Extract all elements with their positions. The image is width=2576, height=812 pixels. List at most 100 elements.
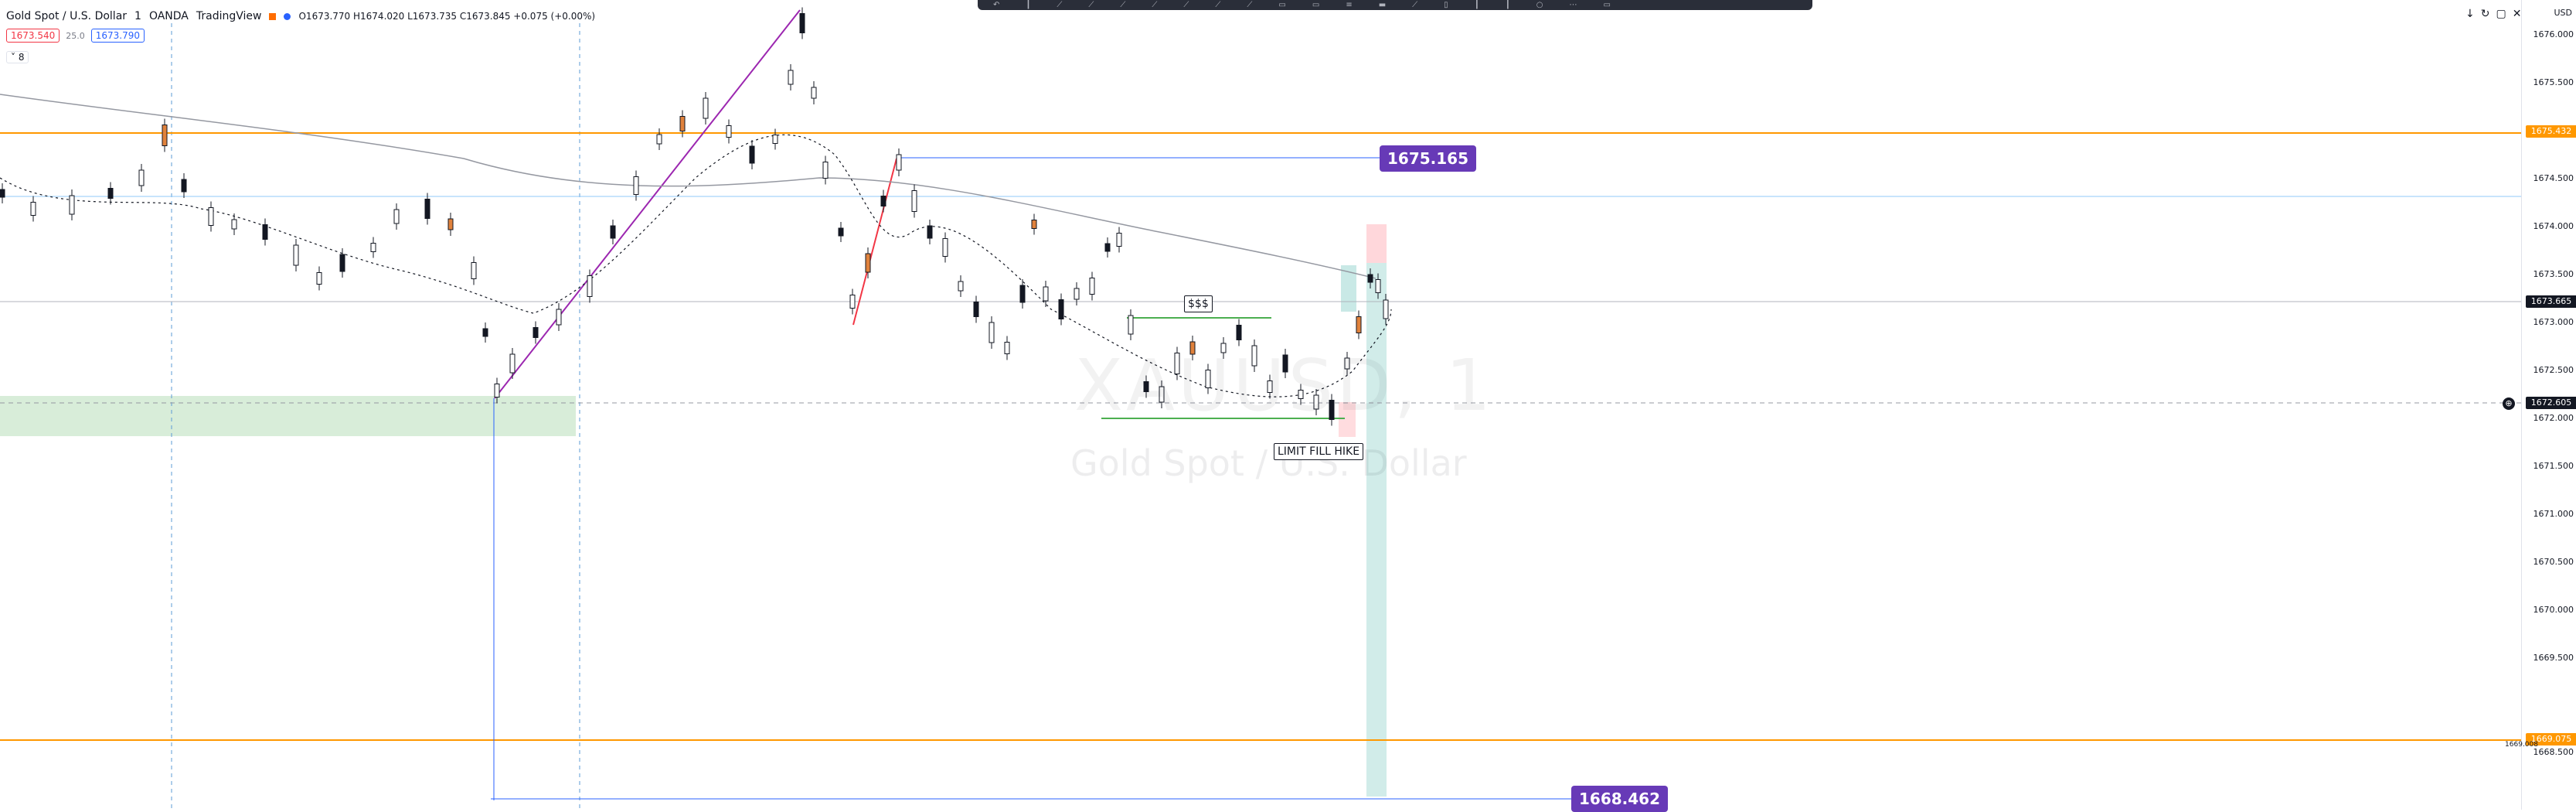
demand-zone (0, 396, 576, 436)
refresh-icon[interactable]: ↻ (2480, 8, 2490, 20)
candle-body (973, 302, 979, 317)
symbol-title[interactable]: Gold Spot / U.S. Dollar (6, 10, 128, 22)
candle-body (656, 134, 662, 145)
target-icon[interactable]: ⊕ (2503, 397, 2515, 410)
candle-body (30, 202, 36, 216)
toolbar-tool-icon[interactable]: ┃ (1505, 1, 1510, 9)
price-tick-label: 1669.500 (2533, 653, 2574, 663)
toolbar-tool-icon[interactable]: ⟋ (1183, 1, 1189, 9)
candle-body (1159, 386, 1165, 403)
broker-label: OANDA (148, 10, 189, 22)
currency-selector[interactable]: USD (2554, 8, 2572, 18)
candle-body (1058, 299, 1064, 319)
candle-body (1143, 381, 1149, 392)
candle-body (1189, 341, 1196, 355)
candle-body (633, 176, 639, 195)
candle-body (556, 309, 562, 326)
teal-target-zone (1366, 263, 1387, 797)
toolbar-tool-icon[interactable]: ⟋ (1120, 1, 1126, 9)
toolbar-tool-icon[interactable]: ≡ (1346, 1, 1353, 9)
price-tick-label: 1676.000 (2533, 29, 2574, 39)
candle-body (482, 328, 488, 337)
candle-body (162, 125, 168, 146)
price-chart[interactable] (0, 0, 2521, 810)
price-tick-label: 1674.000 (2533, 221, 2574, 231)
candle-body (1031, 220, 1037, 229)
price-tick-label: 1672.500 (2533, 365, 2574, 375)
toolbar-tool-icon[interactable]: ┃ (1474, 1, 1479, 9)
toolbar-tool-icon[interactable]: ▭ (1312, 1, 1320, 9)
interval-label[interactable]: 1 (134, 10, 141, 22)
candle-body (533, 327, 539, 338)
close-icon[interactable]: ✕ (2512, 8, 2522, 20)
candle-body (69, 195, 75, 215)
crosshair-price-tag: 1672.605 (2526, 397, 2576, 409)
trend-line-purple (494, 9, 801, 399)
price-tick-label: 1670.500 (2533, 557, 2574, 567)
maximize-icon[interactable]: ▢ (2496, 8, 2506, 20)
candle-body (1104, 243, 1111, 252)
candle-body (838, 227, 844, 237)
indicators-collapse-button[interactable]: ˅ 8 (6, 51, 29, 63)
limit-fill-note[interactable]: LIMIT FILL HIKE (1274, 443, 1364, 460)
candle-body (749, 145, 755, 164)
toolbar-tool-icon[interactable]: ▭ (1278, 1, 1286, 9)
download-icon[interactable]: ↓ (2465, 8, 2475, 20)
candle-body (1367, 274, 1373, 283)
toolbar-tool-icon[interactable]: ⟋ (1057, 1, 1063, 9)
small-teal-zone (1341, 265, 1356, 312)
toolbar-tool-icon[interactable]: ▬ (1378, 1, 1387, 9)
candle-body (1220, 343, 1227, 353)
candle-body (811, 87, 817, 99)
dollar-note[interactable]: $$$ (1184, 295, 1213, 312)
chart-area[interactable]: Gold Spot / U.S. Dollar 1 OANDA TradingV… (0, 0, 2521, 812)
price-badge-bottom[interactable]: 1668.462 (1571, 786, 1669, 812)
candle-body (1205, 370, 1211, 388)
orange-level-top-tag: 1675.432 (2526, 125, 2576, 138)
flag-icon[interactable] (269, 12, 277, 20)
pink-stop-zone (1366, 224, 1387, 263)
candle-body (1313, 394, 1319, 410)
toolbar-tool-icon[interactable]: ▯ (1444, 1, 1448, 9)
platform-label: TradingView (196, 10, 262, 22)
candle-body (880, 196, 886, 206)
candle-body (293, 244, 299, 266)
candle-body (1116, 233, 1122, 247)
toolbar-tool-icon[interactable]: ○ (1536, 1, 1543, 9)
toolbar-tool-icon[interactable]: ⟋ (1152, 1, 1158, 9)
candle-body (958, 281, 964, 292)
toolbar-tool-icon[interactable]: ┃ (1026, 1, 1031, 9)
candle-body (393, 209, 400, 224)
price-tick-label: 1668.500 (2533, 747, 2574, 757)
candle-body (208, 207, 214, 226)
candle-body (0, 189, 5, 198)
candle-body (181, 179, 187, 193)
drawing-toolbar[interactable]: ↶ ┃ ⟋ ⟋ ⟋ ⟋ ⟋ ⟋ ⟋ ▭ ▭ ≡ ▬ ⟋ ▯ ┃ ┃ ○ ⋯ ▭ (978, 0, 1812, 10)
sell-button[interactable]: 1673.540 (6, 29, 60, 43)
candle-body (896, 154, 902, 171)
spread-value: 25.0 (66, 30, 85, 41)
price-tick-label: 1671.500 (2533, 461, 2574, 471)
toolbar-tool-icon[interactable]: ⟋ (1412, 1, 1418, 9)
toolbar-tool-icon[interactable]: ⟋ (1215, 1, 1221, 9)
toolbar-tool-icon[interactable]: ↶ (993, 1, 1000, 9)
live-dot-icon (284, 12, 291, 20)
toolbar-tool-icon[interactable]: ▭ (1603, 1, 1611, 9)
toolbar-tool-icon[interactable]: ⋯ (1569, 1, 1577, 9)
toolbar-tool-icon[interactable]: ⟋ (1247, 1, 1253, 9)
price-badge-top[interactable]: 1675.165 (1380, 145, 1477, 172)
toolbar-tool-icon[interactable]: ⟋ (1088, 1, 1094, 9)
indicators-count: 8 (18, 52, 25, 63)
price-axis[interactable]: USD 1676.0001675.5001675.0001674.5001674… (2505, 0, 2576, 810)
candle-body (339, 254, 345, 272)
candle-body (1128, 315, 1134, 335)
trend-line-red (852, 158, 897, 326)
candle-body (1356, 316, 1362, 333)
candles-group (0, 7, 1389, 426)
price-tick-label: 1673.000 (2533, 317, 2574, 327)
buy-button[interactable]: 1673.790 (90, 29, 145, 43)
candle-body (911, 190, 917, 212)
price-tick-label: 1670.000 (2533, 605, 2574, 615)
candle-body (788, 70, 794, 85)
candle-body (1236, 325, 1242, 340)
